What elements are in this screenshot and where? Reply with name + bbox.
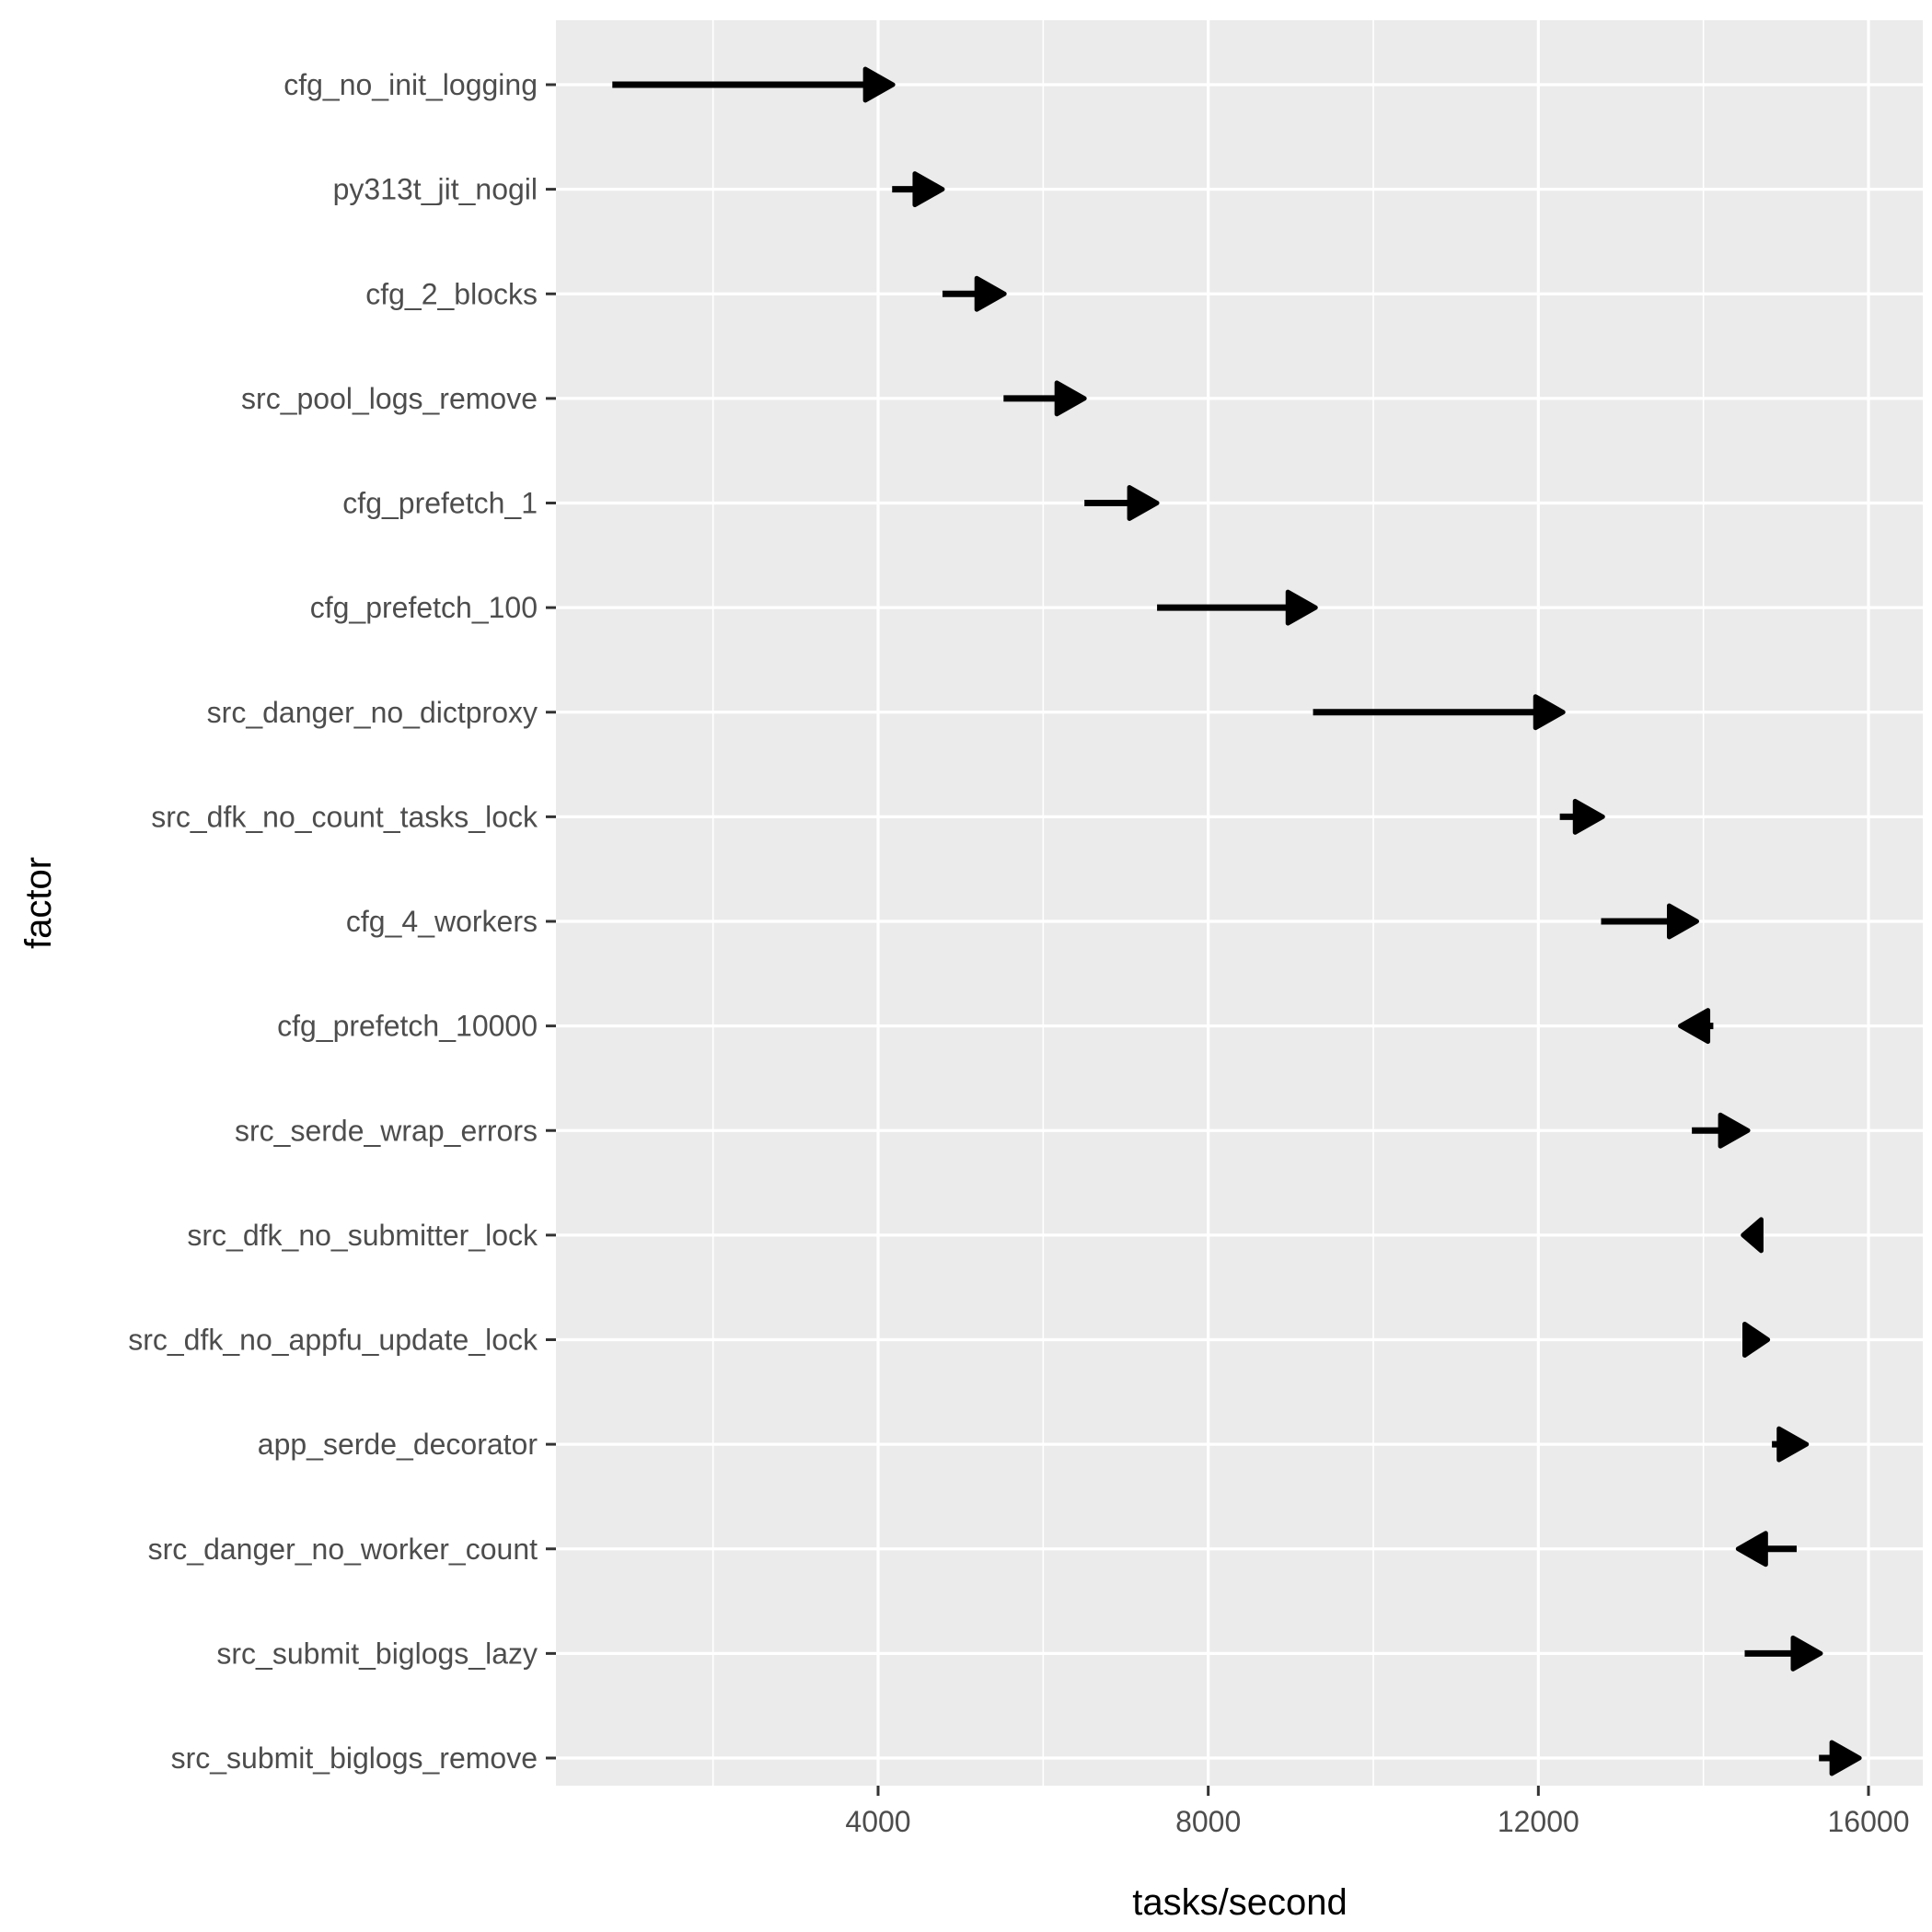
y-axis: cfg_no_init_logging py313t_jit_nogil cfg_2… (128, 68, 556, 1775)
arrow-head (1741, 1217, 1764, 1254)
arrow-head (1572, 798, 1605, 835)
y-tick-label: py313t_jit_nogil (333, 173, 538, 206)
arrow (1678, 1008, 1714, 1045)
y-tick-label: cfg_prefetch_1 (342, 487, 538, 520)
y-tick-label: cfg_4_workers (346, 905, 538, 938)
arrow (1772, 1426, 1810, 1463)
arrow (942, 275, 1007, 312)
y-tick-label: cfg_no_init_logging (283, 68, 538, 101)
arrow (1601, 903, 1699, 940)
arrow (1157, 589, 1318, 626)
arrow-head (912, 171, 945, 208)
arrow-head (1790, 1635, 1823, 1672)
arrow (1741, 1217, 1764, 1254)
arrow-head (1054, 380, 1087, 417)
arrow (612, 66, 896, 103)
x-axis-title: tasks/second (1132, 1882, 1347, 1923)
x-tick-label: 12000 (1498, 1805, 1579, 1838)
x-axis: 4000 8000 12000 16000 (845, 1786, 1909, 1838)
arrow-head (1742, 1322, 1771, 1358)
y-tick-label: cfg_prefetch_10000 (277, 1010, 538, 1043)
y-tick-label: src_serde_wrap_errors (235, 1114, 538, 1147)
y-tick-label: src_danger_no_dictproxy (207, 696, 538, 729)
arrow-head (1735, 1531, 1768, 1568)
arrow-head (1666, 903, 1699, 940)
plot-panel (556, 20, 1923, 1786)
arrow (1559, 798, 1605, 835)
y-tick-label: app_serde_decorator (258, 1428, 538, 1461)
arrow-head (862, 66, 896, 103)
y-tick-label: src_submit_biglogs_lazy (216, 1637, 538, 1670)
y-tick-label: src_submit_biglogs_remove (171, 1741, 538, 1775)
y-tick-label: src_dfk_no_appfu_update_lock (128, 1324, 538, 1357)
y-tick-label: src_dfk_no_count_tasks_lock (151, 800, 538, 833)
arrow (1735, 1531, 1797, 1568)
y-tick-label: src_danger_no_worker_count (148, 1533, 538, 1566)
arrow-head (974, 275, 1007, 312)
y-axis-title: factor (18, 857, 59, 949)
arrow-head (1127, 485, 1160, 521)
arrow-head (1829, 1740, 1862, 1776)
y-tick-label: cfg_prefetch_100 (310, 591, 538, 624)
arrow-head (1776, 1426, 1810, 1463)
arrow (1003, 380, 1087, 417)
minor-gridlines (711, 20, 1705, 1786)
arrow (1084, 485, 1160, 521)
arrow-head (1718, 1112, 1751, 1149)
y-tick-label: src_dfk_no_submitter_lock (187, 1219, 538, 1252)
arrow (1742, 1322, 1771, 1358)
x-tick-label: 4000 (845, 1805, 910, 1838)
arrow (1744, 1635, 1823, 1672)
arrow-head (1285, 589, 1318, 626)
x-tick-label: 8000 (1175, 1805, 1241, 1838)
arrow (1819, 1740, 1862, 1776)
arrow-head (1533, 694, 1566, 731)
arrow-head (1678, 1008, 1711, 1045)
arrows (612, 66, 1862, 1776)
arrow (1692, 1112, 1751, 1149)
y-tick-label: src_pool_logs_remove (241, 382, 538, 415)
x-tick-label: 16000 (1828, 1805, 1910, 1838)
y-tick-label: cfg_2_blocks (365, 277, 538, 310)
arrow (892, 171, 945, 208)
arrow (1313, 694, 1566, 731)
